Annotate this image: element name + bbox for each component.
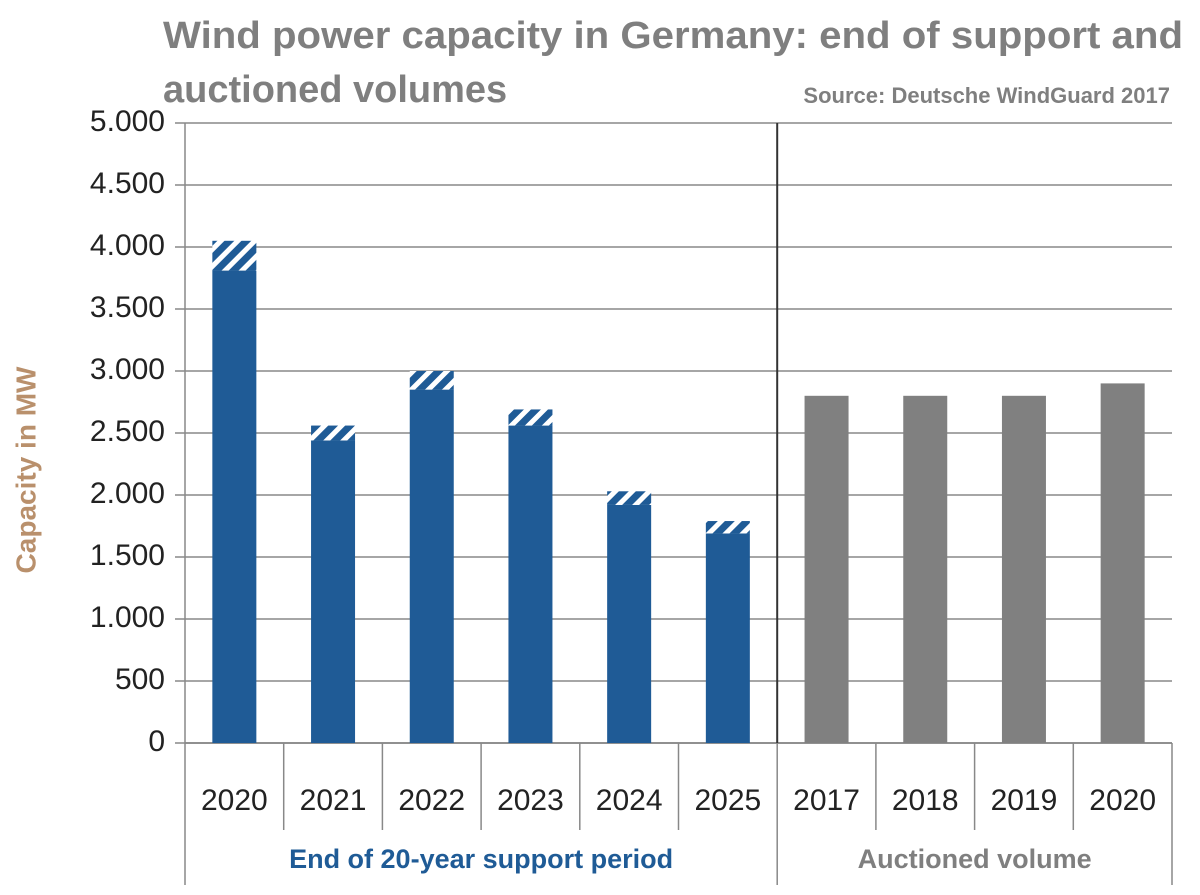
bar [212, 270, 257, 743]
x-tick-label: 2022 [398, 784, 465, 817]
bar [607, 504, 652, 743]
x-tick-label: 2023 [497, 784, 564, 817]
y-tick-label: 1.500 [90, 539, 165, 572]
y-tick-label: 5.000 [90, 105, 165, 138]
bar [311, 440, 356, 743]
x-tick-label: 2020 [201, 784, 268, 817]
y-tick-label: 4.000 [90, 229, 165, 262]
source: Source: Deutsche WindGuard 2017 [803, 83, 1170, 108]
y-tick-label: 1.000 [90, 601, 165, 634]
bar [1001, 395, 1046, 743]
x-tick-label: 2018 [892, 784, 959, 817]
bar [409, 389, 454, 743]
x-tick-label: 2021 [300, 784, 367, 817]
bar [212, 240, 257, 271]
y-tick-label: 3.000 [90, 353, 165, 386]
bar [903, 395, 948, 743]
x-tick-label: 2019 [991, 784, 1058, 817]
bar [607, 491, 652, 505]
bar [705, 521, 750, 534]
x-tick-label: 2024 [596, 784, 663, 817]
group-label: End of 20-year support period [289, 844, 673, 874]
bar [508, 409, 553, 426]
bar [409, 371, 454, 390]
y-tick-label: 2.500 [90, 415, 165, 448]
bar [1100, 383, 1145, 743]
y-axis-label: Capacity in MW [10, 366, 41, 573]
y-tick-label: 4.500 [90, 167, 165, 200]
chart-title: auctioned volumes [163, 69, 507, 111]
bar [311, 425, 356, 441]
y-tick-label: 2.000 [90, 477, 165, 510]
x-tick-label: 2025 [694, 784, 761, 817]
x-tick-label: 2020 [1089, 784, 1156, 817]
y-tick-label: 0 [148, 725, 165, 758]
group-label: Auctioned volume [858, 844, 1092, 874]
x-tick-label: 2017 [793, 784, 860, 817]
y-tick-label: 500 [115, 663, 165, 696]
bar [705, 533, 750, 743]
bar [508, 425, 553, 743]
bar [804, 395, 849, 743]
chart-title: Wind power capacity in Germany: end of s… [163, 15, 1183, 57]
y-tick-label: 3.500 [90, 291, 165, 324]
